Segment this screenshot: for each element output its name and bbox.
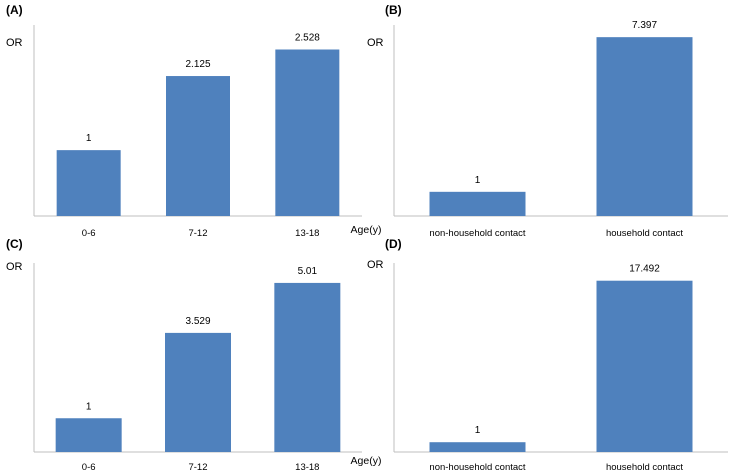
- bar: [596, 280, 693, 452]
- x-axis-label: Age(y): [351, 224, 382, 236]
- category-tick-label: 7-12: [188, 228, 207, 239]
- bar: [429, 191, 526, 216]
- chart-panel: (C) OR 1 0-6 3.529 7-12 5.01 13-18 Age(y): [6, 237, 381, 473]
- category-tick-label: non-household contact: [429, 462, 525, 473]
- data-label: 1: [475, 175, 481, 186]
- y-axis-label: OR: [367, 37, 384, 49]
- chart-panel: (B) OR 1 non-household contact 7.397 househol…: [367, 3, 728, 239]
- category-tick-label: 7-12: [188, 462, 207, 473]
- data-label: 1: [475, 425, 481, 436]
- panel-label: (B): [385, 3, 402, 17]
- y-axis-label: OR: [6, 37, 23, 49]
- data-label: 7.397: [632, 20, 657, 31]
- bar: [596, 37, 693, 217]
- x-axis-label: Age(y): [351, 455, 382, 467]
- bar: [429, 442, 526, 452]
- bar: [275, 49, 340, 217]
- chart-panel: (A) OR 1 0-6 2.125 7-12 2.528 13-18 Age(y): [6, 3, 381, 239]
- category-tick-label: 0-6: [82, 228, 96, 239]
- data-label: 2.125: [185, 59, 210, 70]
- category-tick-label: 13-18: [295, 228, 319, 239]
- category-tick-label: 0-6: [82, 462, 96, 473]
- panel-label: (A): [6, 3, 23, 17]
- data-label: 5.01: [298, 266, 318, 277]
- data-label: 2.528: [295, 33, 320, 44]
- y-axis-label: OR: [6, 261, 23, 273]
- category-tick-label: household contact: [606, 462, 683, 473]
- category-tick-label: non-household contact: [429, 228, 525, 239]
- data-label: 1: [86, 401, 92, 412]
- panel-label: (D): [385, 237, 402, 251]
- y-axis-label: OR: [367, 259, 384, 271]
- panel-label: (C): [6, 237, 23, 251]
- data-label: 17.492: [629, 264, 660, 275]
- bar: [55, 418, 122, 452]
- chart-panel: (D)OR 1 non-household contact 17.492 househo…: [367, 237, 728, 473]
- bar: [166, 76, 230, 216]
- data-label: 1: [86, 133, 92, 144]
- bar: [165, 332, 231, 452]
- data-label: 3.529: [185, 316, 210, 327]
- bar: [56, 150, 121, 216]
- category-tick-label: household contact: [606, 228, 683, 239]
- category-tick-label: 13-18: [295, 462, 319, 473]
- bar: [274, 282, 341, 452]
